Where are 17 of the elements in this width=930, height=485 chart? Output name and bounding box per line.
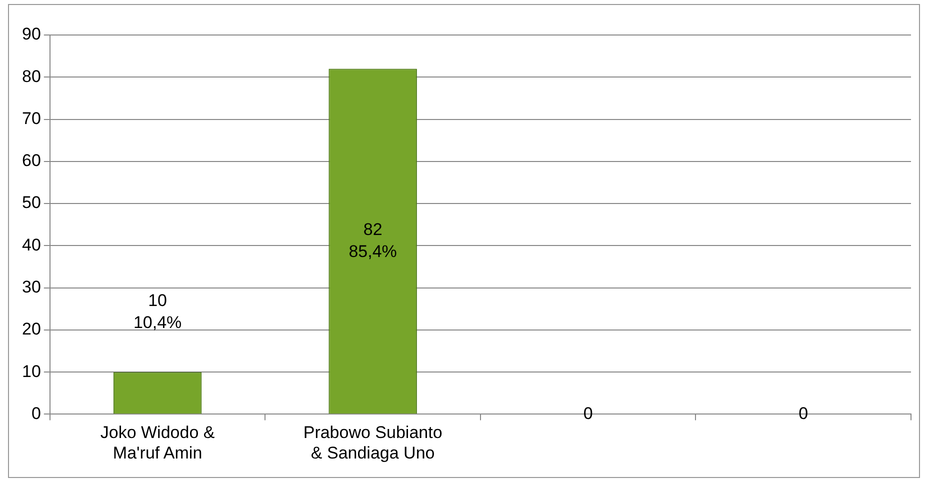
y-tick-label: 20: [22, 320, 41, 339]
data-label: 10 10,4%: [133, 290, 182, 332]
y-tick-label: 80: [22, 66, 41, 86]
chart-frame: Joko Widodo & Ma'ruf Amin Prabowo Subianto & Sandiaga Uno 0 10 20 30 40 50 60 70 80 90 10 10,4% 82 85,4% 0 0: [8, 4, 920, 478]
data-label: 0: [798, 404, 808, 423]
x-tick-label: Joko Widodo & Ma'ruf Amin: [100, 423, 216, 462]
data-label: 0: [583, 404, 593, 423]
y-tick-label: 30: [22, 277, 41, 296]
y-tick-label: 60: [22, 151, 41, 170]
y-tick-label: 10: [22, 362, 41, 381]
y-tick-label: 90: [22, 24, 41, 44]
y-tick-label: 0: [31, 404, 41, 423]
y-tick-label: 50: [22, 193, 41, 212]
data-label: 82 85,4%: [348, 220, 397, 261]
x-tick-label: Prabowo Subianto & Sandiaga Uno: [303, 423, 442, 462]
y-tick-label: 40: [22, 235, 41, 254]
y-tick-label: 70: [22, 108, 41, 128]
